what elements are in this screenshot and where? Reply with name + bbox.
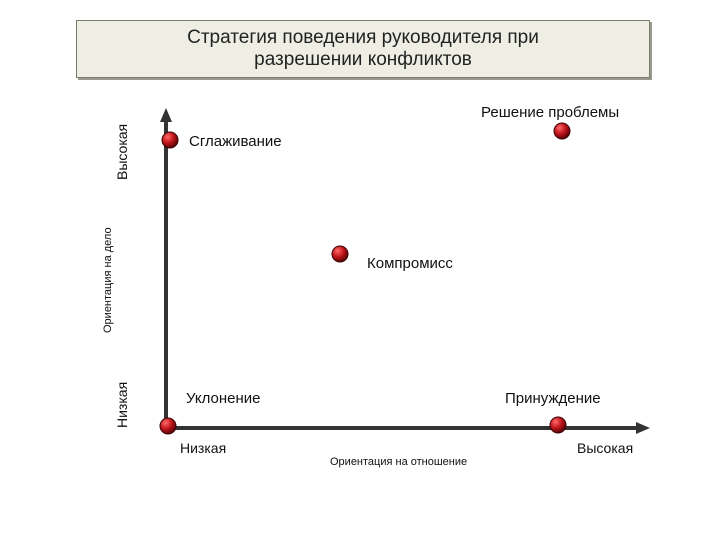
x-axis-title: Ориентация на отношение <box>330 456 468 468</box>
y-axis-high-label: Высокая <box>114 123 130 180</box>
diagram-title: Стратегия поведения руководителя при раз… <box>187 27 539 70</box>
label-coercion: Принуждение <box>505 390 601 407</box>
y-axis-arrow <box>160 108 172 122</box>
y-axis-low-label: Низкая <box>114 381 130 428</box>
point-avoidance <box>159 417 177 435</box>
point-compromise <box>331 245 349 263</box>
label-smoothing: Сглаживание <box>189 133 282 150</box>
x-axis-low-label: Низкая <box>180 440 227 456</box>
label-compromise: Компромисс <box>367 255 453 272</box>
y-axis-title: Ориентация на дело <box>102 227 114 333</box>
title-box: Стратегия поведения руководителя при раз… <box>76 20 650 78</box>
point-coercion <box>549 416 567 434</box>
label-problem-solving: Решение проблемы <box>481 104 620 121</box>
label-avoidance: Уклонение <box>186 390 261 407</box>
point-problem-solving <box>553 122 571 140</box>
point-smoothing <box>161 131 179 149</box>
x-axis-arrow <box>636 422 650 434</box>
x-axis-high-label: Высокая <box>577 440 634 456</box>
